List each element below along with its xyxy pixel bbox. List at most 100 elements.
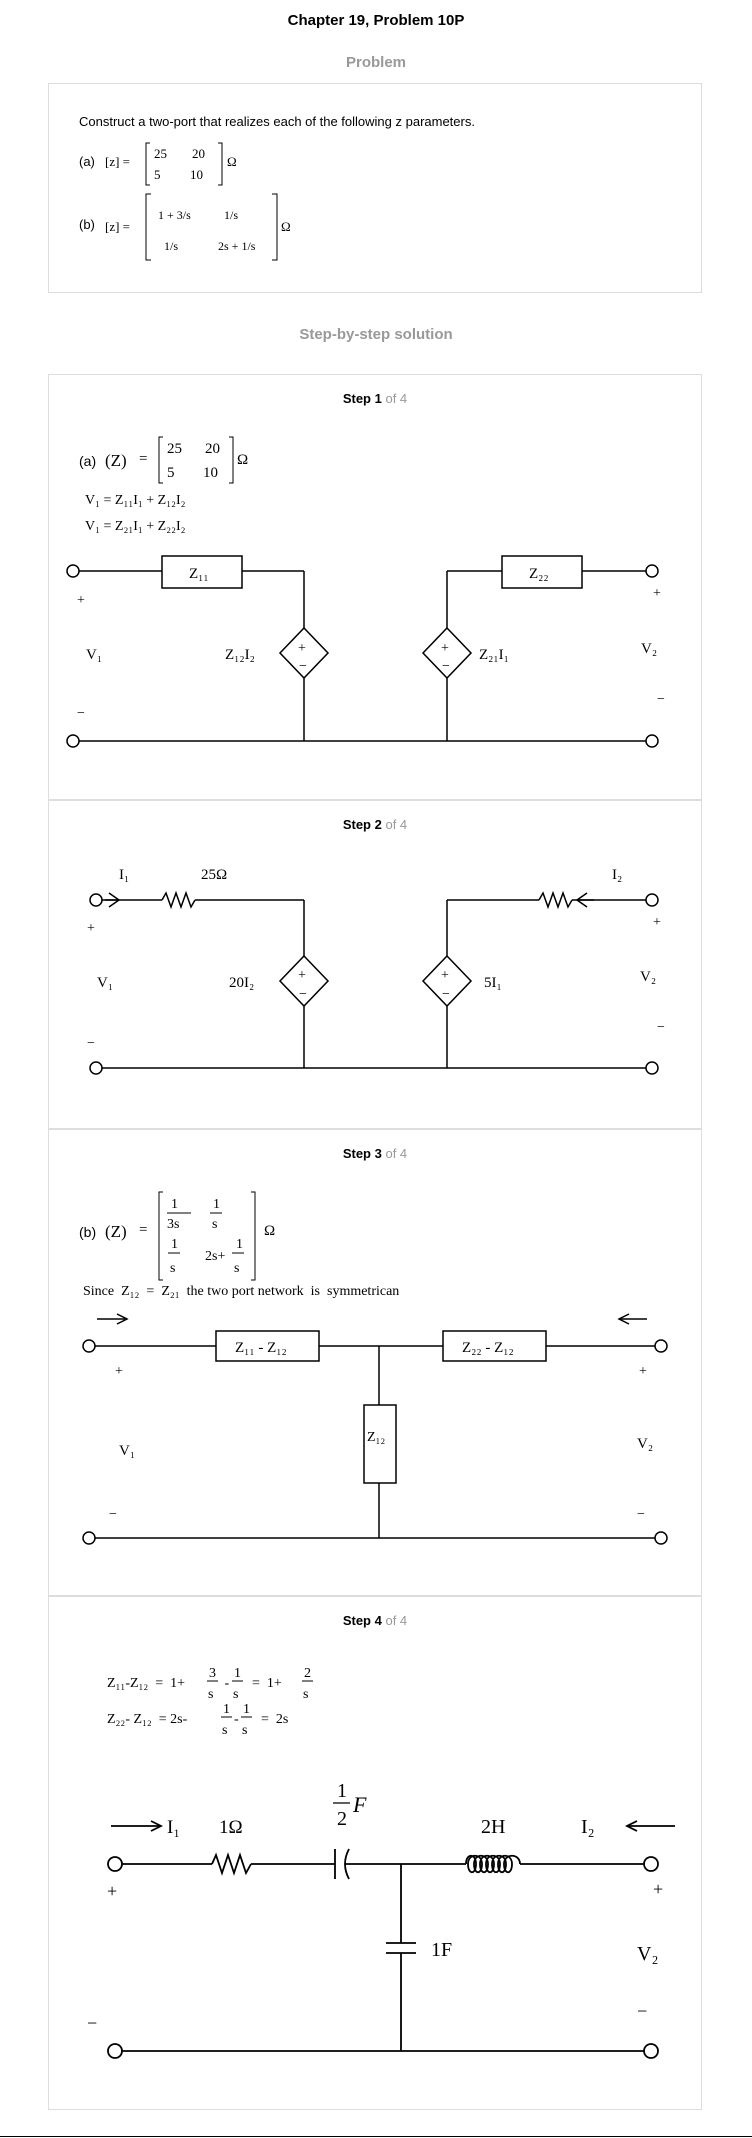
step-1-eq1: V₁ = Z₁₁I₁ + Z₁₂I₂ — [85, 493, 186, 508]
v2-label: V₂ — [637, 1943, 658, 1965]
svg-text:−: − — [299, 659, 307, 674]
part-b-matrix: 1 + 3/s 1/s 1/s 2s + 1/s — [145, 193, 278, 261]
step-3-since: Since Z₁₂ = Z₂₁ the two port network is … — [83, 1284, 400, 1299]
step-2-circuit: I₁ 25Ω I₂ + − + − 20I₂ 5I₁ V₁ V₂ + − + − — [87, 867, 665, 1075]
problem-box: Construct a two-port that realizes each … — [48, 83, 702, 293]
v2-label: V₂ — [640, 969, 656, 985]
src2-label: Z₂₁I₁ — [479, 647, 509, 663]
part-a-matrix: 25 20 5 10 — [145, 142, 223, 186]
z22-label: Z₂₂ — [529, 566, 549, 582]
v1-label: V₁ — [86, 647, 102, 663]
eq-line-2-pre: Z₂₂- Z₁₂ = 2s- — [107, 1712, 188, 1727]
svg-text:s: s — [242, 1723, 247, 1738]
step-1-eq2: V₁ = Z₂₁I₁ + Z₂₂I₂ — [85, 519, 186, 534]
b-m21: 1/s — [164, 239, 178, 253]
svg-text:−: − — [109, 1507, 117, 1522]
step-3-heading: Step 3 of 4 — [342, 1146, 408, 1161]
step-3-lhs: (Z) — [105, 1222, 127, 1241]
svg-text:+: + — [441, 968, 449, 983]
svg-text:-: - — [234, 1712, 239, 1727]
svg-text:−: − — [442, 987, 450, 1002]
c1-unit: F — [352, 1792, 367, 1817]
svg-text:+: + — [653, 1879, 663, 1899]
src1-label: 20I₂ — [229, 975, 254, 991]
svg-text:-: - — [221, 1676, 233, 1691]
svg-text:s: s — [233, 1687, 238, 1702]
i1-label: I₁ — [167, 1817, 180, 1838]
step-4-heading: Step 4 of 4 — [342, 1613, 408, 1628]
svg-text:−: − — [442, 659, 450, 674]
svg-text:+: + — [107, 1881, 117, 1901]
step-2-heading: Step 2 of 4 — [342, 817, 408, 832]
step-2: Step 2 of 4 I₁ 25Ω I₂ — [48, 800, 702, 1129]
svg-text:−: − — [657, 1020, 665, 1035]
svg-text:25: 25 — [167, 441, 182, 457]
part-b-lhs: [z] = — [105, 219, 131, 234]
svg-text:−: − — [299, 987, 307, 1002]
i1-label: I₁ — [119, 867, 129, 883]
svg-text:s: s — [303, 1687, 308, 1702]
zc-label: Z₁₂ — [367, 1430, 385, 1445]
r1-label: 1Ω — [219, 1817, 243, 1838]
svg-text:+: + — [87, 921, 95, 936]
step-1-eq: = — [139, 451, 148, 467]
svg-text:+: + — [298, 641, 306, 656]
svg-text:10: 10 — [203, 465, 218, 481]
c2-label: 1F — [431, 1939, 452, 1961]
svg-text:s: s — [170, 1261, 175, 1276]
step-1-lhs: (Z) — [105, 451, 127, 470]
svg-text:1: 1 — [236, 1237, 243, 1252]
step-3-unit: Ω — [264, 1223, 276, 1239]
svg-text:−: − — [637, 2001, 647, 2021]
step-3: Step 3 of 4 (b) (Z) = 1 3s 1 s 1 s 2s+ 1… — [48, 1129, 702, 1596]
step-3-eq: = — [139, 1222, 148, 1238]
r1-label: 25Ω — [201, 867, 227, 883]
svg-text:3: 3 — [209, 1666, 216, 1681]
zb-label: Z₂₂ - Z₁₂ — [462, 1340, 514, 1356]
i2-label: I₂ — [581, 1816, 595, 1838]
svg-text:5: 5 — [167, 465, 175, 481]
svg-text:1: 1 — [243, 1702, 250, 1717]
svg-text:1: 1 — [171, 1197, 178, 1212]
v2-label: V₂ — [637, 1436, 653, 1452]
c1-den: 2 — [337, 1808, 347, 1830]
svg-text:+: + — [115, 1364, 123, 1379]
v2-label: V₂ — [641, 641, 657, 657]
step-4: Step 4 of 4 Z₁₁-Z₁₂ = 1+ 3 s - 1 s = 1+ … — [48, 1596, 702, 2110]
step-1-part: (a) — [79, 453, 97, 469]
src1-label: Z₁₂I₂ — [225, 647, 255, 663]
svg-text:s: s — [222, 1723, 227, 1738]
step-1-matrix: 25 20 5 10 — [158, 436, 234, 484]
bottom-border — [0, 2136, 752, 2137]
a-m12: 20 — [192, 146, 205, 161]
part-a-unit: Ω — [227, 154, 237, 169]
b-m12: 1/s — [224, 208, 238, 222]
svg-text:s: s — [208, 1687, 213, 1702]
step-3-circuit: Z₁₁ - Z₁₂ Z₂₂ - Z₁₂ Z₁₂ V₁ V₂ + − + − — [82, 1313, 668, 1545]
step-3-matrix: 1 3s 1 s 1 s 2s+ 1 s — [158, 1191, 256, 1281]
svg-text:−: − — [77, 706, 85, 721]
svg-text:+: + — [653, 915, 661, 930]
svg-text:2: 2 — [304, 1666, 311, 1681]
step-3-part: (b) — [79, 1224, 97, 1240]
svg-text:1: 1 — [223, 1702, 230, 1717]
svg-text:1: 1 — [171, 1237, 178, 1252]
svg-text:1: 1 — [234, 1666, 241, 1681]
svg-text:+: + — [77, 593, 85, 608]
z11-label: Z₁₁ — [189, 566, 209, 582]
a-m22: 10 — [190, 167, 203, 182]
svg-text:−: − — [87, 2013, 97, 2033]
part-a-label: (a) — [79, 154, 95, 169]
part-a-lhs: [z] = — [105, 154, 131, 169]
za-label: Z₁₁ - Z₁₂ — [235, 1340, 287, 1356]
svg-text:= 1+: = 1+ — [245, 1676, 282, 1691]
v1-label: V₁ — [119, 1443, 135, 1459]
svg-text:−: − — [87, 1036, 95, 1051]
step-1: Step 1 of 4 (a) (Z) = 25 20 5 10 Ω V₁ = … — [48, 374, 702, 800]
svg-text:+: + — [639, 1364, 647, 1379]
step-1-heading: Step 1 of 4 — [342, 391, 408, 406]
svg-text:+: + — [441, 641, 449, 656]
svg-text:1: 1 — [213, 1197, 220, 1212]
i2-label: I₂ — [612, 867, 622, 883]
part-b-unit: Ω — [281, 219, 291, 234]
